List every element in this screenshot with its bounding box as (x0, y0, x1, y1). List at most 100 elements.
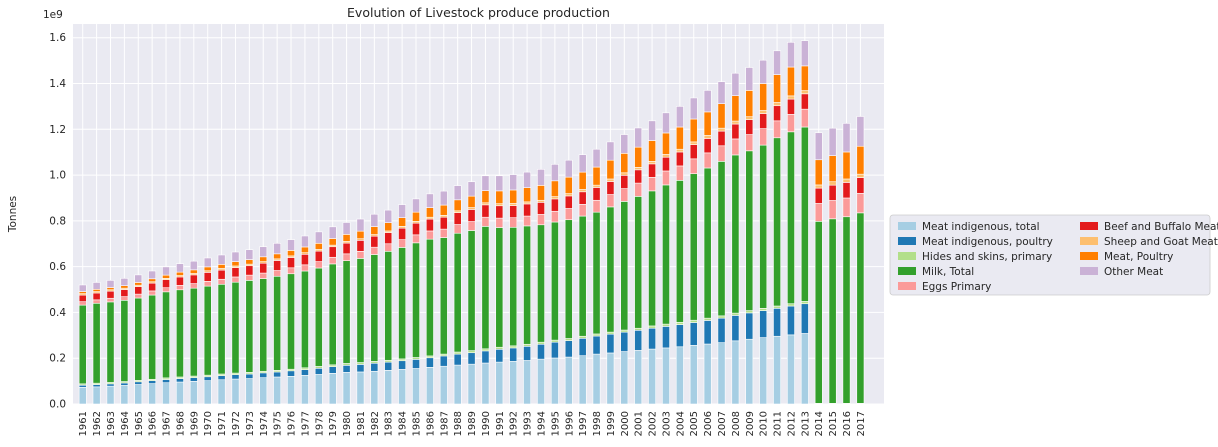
bar-segment (509, 174, 518, 191)
x-tick-label: 2010 (759, 411, 770, 436)
bar-segment (773, 137, 781, 307)
bar-segment (134, 274, 143, 283)
bar-segment (773, 74, 781, 103)
bar-segment (370, 362, 379, 372)
bar-segment (800, 303, 809, 334)
bar-segment (509, 189, 518, 204)
bar-segment (703, 111, 712, 136)
bar-segment (328, 263, 337, 366)
bar-segment (162, 379, 170, 384)
bar-segment (453, 199, 462, 212)
bar-segment (606, 331, 615, 335)
bar-segment (259, 272, 268, 279)
bar-segment (398, 247, 407, 360)
bar-segment (523, 171, 532, 188)
bar-segment (189, 287, 198, 377)
bar-segment (481, 226, 490, 350)
bar-segment (148, 282, 157, 292)
series-0 (78, 333, 809, 405)
bar-segment (203, 266, 212, 272)
bar-segment (203, 380, 212, 405)
bar-segment (106, 385, 115, 405)
legend-swatch (898, 252, 916, 260)
bar-segment (814, 132, 823, 161)
bar-segment (662, 326, 670, 349)
series-2 (78, 301, 865, 405)
bar-segment (398, 360, 407, 370)
bar-segment (856, 173, 865, 178)
bar-segment (342, 234, 351, 242)
bar-segment (231, 281, 240, 374)
legend-item: Milk, Total (898, 266, 974, 278)
bar-segment (453, 364, 462, 405)
bar-segment (106, 287, 115, 291)
bar-segment (731, 315, 740, 342)
bar-segment (648, 177, 656, 192)
bar-segment (481, 175, 490, 191)
bar-segment (356, 240, 365, 252)
bar-segment (703, 152, 712, 169)
bar-segment (453, 353, 462, 366)
bar-segment (176, 276, 184, 286)
legend: Meat indigenous, total Meat indigenous, p… (889, 214, 1218, 296)
bar-segment (134, 297, 143, 381)
bar-segment (120, 382, 129, 386)
bar-segment (745, 116, 754, 120)
bar-segment (828, 200, 837, 220)
bar-segment (259, 377, 268, 405)
bar-segment (287, 370, 295, 377)
bar-segment (773, 120, 781, 139)
bar-segment (537, 341, 545, 345)
bar-segment (425, 238, 434, 357)
bar-segment (78, 284, 87, 292)
bar-segment (620, 175, 629, 189)
bar-segment (592, 333, 601, 337)
bar-segment (675, 346, 684, 405)
bar-segment (273, 275, 282, 371)
bar-segment (453, 351, 462, 355)
legend-label: Meat, Poultry (1104, 251, 1173, 263)
bar-segment (703, 138, 712, 154)
bar-segment (564, 356, 573, 405)
bar-segment (592, 199, 601, 213)
bar-segment (578, 171, 587, 190)
bar-segment (481, 204, 490, 218)
bar-segment (509, 347, 518, 362)
bar-segment (689, 144, 698, 160)
bar-segment (662, 154, 670, 158)
x-tick-label: 1992 (509, 411, 520, 436)
bar-segment (537, 358, 545, 405)
bar-segment (467, 352, 476, 365)
bar-segment (245, 378, 254, 405)
bar-segment (439, 190, 448, 206)
x-tick-label: 1979 (328, 411, 339, 436)
bar-segment (398, 204, 407, 218)
bar-segment (564, 219, 573, 339)
bar-segment (731, 340, 740, 405)
bar-segment (481, 216, 490, 227)
bar-segment (425, 357, 434, 368)
bar-segment (592, 211, 601, 335)
bar-segment (745, 90, 754, 118)
bar-segment (356, 230, 365, 240)
x-tick-label: 2012 (786, 411, 797, 436)
bar-segment (550, 210, 559, 223)
bar-segment (148, 290, 157, 296)
legend-label: Meat indigenous, poultry (922, 236, 1053, 248)
bar-segment (134, 293, 143, 299)
bar-segment (800, 333, 809, 405)
legend-item: Beef and Buffalo Meat (1080, 221, 1218, 233)
bar-segment (176, 289, 184, 378)
bar-segment (148, 380, 157, 384)
bar-segment (342, 365, 351, 373)
x-tick-label: 1972 (231, 411, 242, 436)
bar-segment (287, 267, 295, 275)
bar-segment (620, 201, 629, 331)
x-tick-label: 1977 (300, 411, 311, 436)
bar-segment (620, 351, 629, 405)
bar-segment (328, 373, 337, 405)
x-tick-label: 1978 (314, 411, 325, 436)
bar-segment (773, 305, 781, 309)
bar-segment (745, 119, 754, 135)
